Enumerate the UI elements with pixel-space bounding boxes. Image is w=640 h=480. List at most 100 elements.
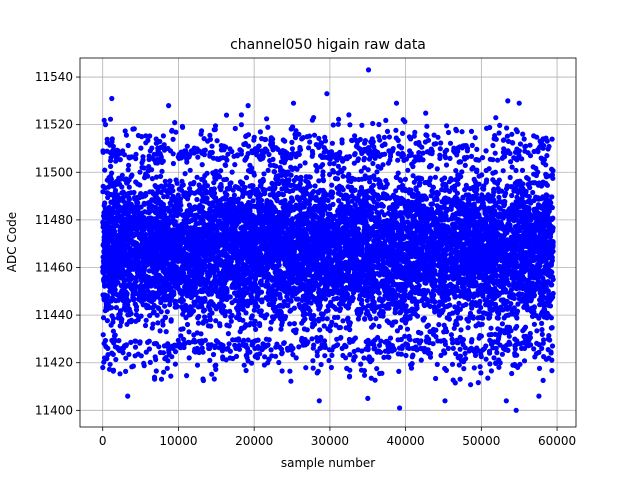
data-point xyxy=(327,328,333,334)
data-point xyxy=(143,190,149,197)
data-point xyxy=(172,219,178,225)
data-point xyxy=(212,287,218,293)
data-point xyxy=(213,338,219,344)
data-point xyxy=(443,162,450,168)
data-point xyxy=(158,173,164,179)
data-point xyxy=(539,331,545,337)
data-point xyxy=(110,328,116,334)
data-point xyxy=(416,150,422,156)
data-point xyxy=(451,325,457,331)
data-point xyxy=(516,291,522,297)
data-point xyxy=(225,331,231,337)
data-point xyxy=(135,317,141,323)
data-point xyxy=(102,167,108,173)
data-point xyxy=(149,176,155,182)
data-point xyxy=(355,316,361,322)
data-point xyxy=(370,322,377,328)
data-point xyxy=(395,151,401,157)
data-point xyxy=(271,169,278,175)
data-point xyxy=(261,171,267,177)
data-point xyxy=(495,326,501,332)
data-point xyxy=(108,163,114,169)
data-point xyxy=(159,168,165,174)
data-point xyxy=(199,162,205,168)
data-point xyxy=(419,176,425,182)
data-point xyxy=(245,337,251,343)
data-point xyxy=(160,322,166,328)
data-point xyxy=(358,184,364,191)
data-point xyxy=(376,290,382,296)
data-point xyxy=(329,182,335,188)
data-point xyxy=(232,297,238,304)
data-point xyxy=(404,326,411,332)
data-point xyxy=(240,191,246,197)
data-point xyxy=(462,162,468,168)
data-point xyxy=(335,342,341,348)
data-point xyxy=(433,334,439,340)
data-point xyxy=(300,312,306,318)
data-point xyxy=(468,202,474,208)
data-point xyxy=(526,199,532,205)
data-point xyxy=(420,150,426,156)
data-point xyxy=(469,305,475,311)
data-point xyxy=(337,306,343,312)
data-point xyxy=(309,336,315,342)
data-point xyxy=(291,285,297,291)
data-point xyxy=(327,171,333,178)
data-point xyxy=(147,298,154,304)
data-point xyxy=(430,184,436,190)
data-point xyxy=(402,333,408,339)
data-point xyxy=(515,301,521,307)
data-point xyxy=(488,325,494,331)
data-point xyxy=(317,327,323,333)
data-point xyxy=(218,168,224,174)
data-point xyxy=(367,179,373,185)
data-point xyxy=(514,323,520,330)
data-point xyxy=(112,187,119,194)
data-point xyxy=(350,212,356,218)
data-point xyxy=(500,168,506,174)
data-point xyxy=(474,167,480,173)
data-point xyxy=(373,316,379,322)
data-point xyxy=(456,300,462,306)
data-point xyxy=(316,178,322,184)
data-point xyxy=(187,167,193,173)
data-point xyxy=(539,320,545,326)
data-point xyxy=(467,310,474,316)
data-point xyxy=(331,161,337,167)
data-point xyxy=(381,212,387,218)
data-points xyxy=(100,67,556,413)
data-point xyxy=(131,189,137,196)
data-point xyxy=(165,190,171,196)
data-point xyxy=(405,188,412,194)
data-point xyxy=(519,167,526,173)
data-point xyxy=(100,315,107,321)
data-point xyxy=(132,301,138,307)
data-point xyxy=(358,168,364,174)
data-point xyxy=(496,194,502,200)
data-point xyxy=(380,162,386,168)
data-point xyxy=(534,328,540,334)
data-point xyxy=(531,321,538,327)
data-point xyxy=(268,326,274,332)
data-point xyxy=(112,332,118,338)
data-point xyxy=(240,180,246,186)
data-point xyxy=(337,324,343,331)
data-point xyxy=(527,330,533,337)
data-point xyxy=(180,311,186,317)
data-point xyxy=(395,157,401,163)
data-point xyxy=(117,323,123,329)
data-point xyxy=(265,167,271,173)
data-point xyxy=(512,224,519,230)
data-point xyxy=(539,327,545,333)
data-point xyxy=(133,312,139,318)
data-point xyxy=(550,168,556,174)
data-point xyxy=(340,318,346,324)
data-point xyxy=(416,283,422,289)
data-point xyxy=(507,174,513,181)
data-point xyxy=(184,321,191,328)
data-point xyxy=(302,160,308,166)
data-point xyxy=(253,326,259,332)
data-point xyxy=(120,189,126,195)
